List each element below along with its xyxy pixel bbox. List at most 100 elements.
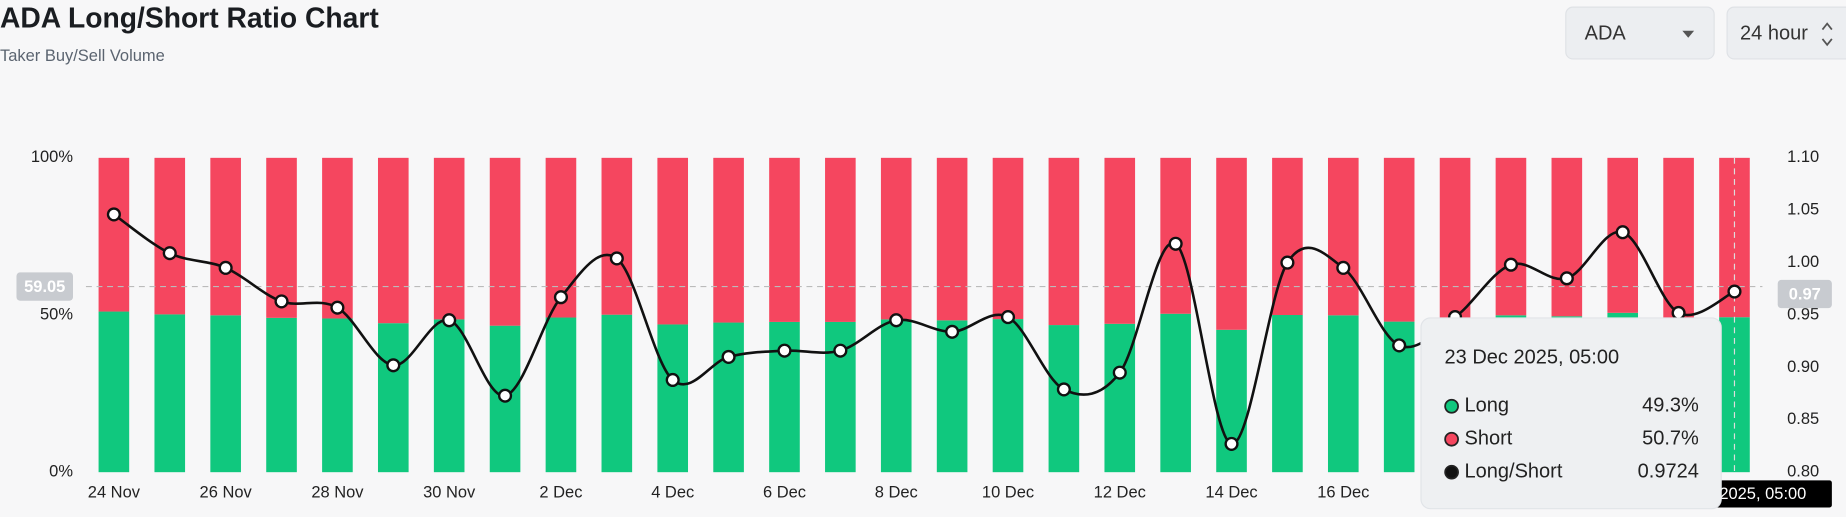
select-text: ADA [1585,23,1627,45]
ratio-point [162,246,177,261]
crosshair-y-label: 59.05 [24,278,65,296]
long-bar [377,323,409,473]
ratio-point [106,207,121,222]
long-bar [266,317,297,473]
select-box [1565,6,1715,60]
x-tick-label: 16 Dec [1317,484,1369,502]
tooltip-value: 0.9724 [1638,460,1699,482]
ratio-point [1503,257,1519,272]
ratio-point [330,300,345,315]
x-tick-label: 14 Dec [1205,484,1257,502]
short-bar [322,157,353,319]
symbol-select[interactable]: ADA [1565,6,1715,60]
select-box [1726,6,1846,60]
ratio-point [889,313,904,328]
ratio-point [1671,305,1686,320]
ratio-point [1559,271,1574,286]
y2-tick-label: 1.10 [1787,148,1819,166]
x-tick-label: 30 Nov [423,484,476,502]
short-bar [266,157,297,318]
short-bar [1663,157,1694,319]
y-tick-label: 0% [49,463,73,481]
short-bar [769,157,800,322]
long-bar [880,319,912,473]
long-bar [1048,325,1080,473]
crosshair-y2-box [1777,279,1832,309]
tooltip-name: Short [1465,427,1513,449]
tooltip-title: 23 Dec 2025, 05:00 [1445,346,1620,368]
y2-tick-label: 0.80 [1787,463,1819,481]
long-bar [322,318,353,473]
subtitle: Taker Buy/Sell Volume [0,47,165,65]
ratio-point [833,343,848,358]
title: ADA Long/Short Ratio Chart [0,2,379,34]
short-bar [1160,157,1191,314]
caret [1682,30,1695,38]
long-bar [713,322,744,473]
y2-tick-label: 1.05 [1787,201,1819,219]
ratio-point [274,294,289,309]
x-tick-label: 2 Dec [539,484,582,502]
y2-tick-label: 0.90 [1787,358,1819,376]
short-bar [1048,157,1080,326]
ratio-point [386,358,401,373]
x-tick-label: 6 Dec [763,484,806,502]
short-bar [154,157,186,315]
short-bar [1551,157,1583,317]
interval-select[interactable]: 24 hour [1726,6,1846,60]
ratio-point [1168,236,1183,251]
short-bar [377,157,409,324]
short-bar [210,157,241,316]
ratio-point [609,251,624,266]
short-bar [1383,157,1415,322]
y2-tick-label: 0.95 [1787,305,1819,323]
tooltip: 23 Dec 2025, 05:00 Long 49.3% Short 50.7% Lon… [1420,317,1722,510]
ratio-point [1727,284,1742,299]
short-bar [992,157,1024,320]
short-bar [98,157,130,312]
select-text: 24 hour [1740,23,1808,45]
tooltip-dot [1444,398,1459,414]
long-bar [1272,315,1303,473]
ratio-point [1224,436,1239,451]
ratio-point [1615,225,1630,240]
ratio-point [1392,338,1407,353]
short-bar [1495,157,1527,316]
short-bar [1216,157,1247,330]
short-bar [1439,157,1471,320]
tooltip-name: Long [1465,395,1510,417]
short-bar [657,157,689,325]
tooltip-name: Long/Short [1465,460,1563,482]
crosshair-y-box [16,272,73,301]
tooltip-dot [1444,464,1459,480]
short-bar [489,157,521,326]
ratio-point [553,290,569,305]
crosshair-y2-label: 0.97 [1789,286,1821,304]
long-bar [1327,315,1359,473]
ratio-point [945,324,960,339]
ratio-point [1336,260,1351,275]
spinner [1821,22,1833,47]
ratio-point [1112,365,1127,380]
long-bar [98,311,130,473]
short-bar [1104,157,1136,324]
ratio-point [442,313,457,328]
x-tick-label: 26 Nov [200,484,253,502]
y-tick-label: 100% [31,148,73,166]
tooltip-box [1420,317,1722,510]
x-tick-label: 10 Dec [982,484,1034,502]
x-tick-label: 4 Dec [651,484,694,502]
ratio-point [1280,255,1295,270]
x-tick-label: 8 Dec [875,484,918,502]
short-bar [880,157,912,320]
x-tick-label: 24 Nov [88,484,141,502]
ratio-point [497,388,513,403]
ratio-point [1056,382,1071,397]
long-bar [433,319,465,473]
ratio-point [218,260,233,275]
ratio-point [777,343,792,358]
y2-tick-label: 1.00 [1787,253,1819,271]
tooltip-dot [1444,431,1459,447]
